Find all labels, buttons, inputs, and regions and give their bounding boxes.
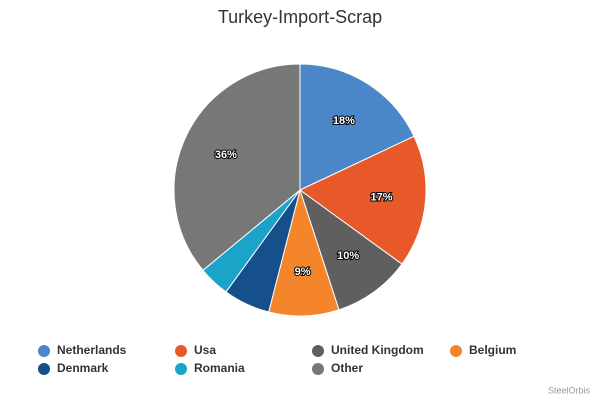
legend-label[interactable]: Usa [194,343,216,357]
legend-marker[interactable] [175,345,187,357]
pie-slice[interactable] [173,63,301,272]
legend-label[interactable]: Belgium [469,343,516,357]
legend-label[interactable]: Other [331,361,363,375]
pie-slice[interactable] [299,135,427,265]
legend-marker[interactable] [175,363,187,375]
legend-label[interactable]: Netherlands [57,343,127,357]
legend-label[interactable]: Romania [194,361,245,375]
legend-label[interactable]: Denmark [57,361,109,375]
legend-marker[interactable] [450,345,462,357]
legend-label[interactable]: United Kingdom [331,343,424,357]
legend-marker[interactable] [312,363,324,375]
slice-label: 10% [337,250,359,262]
legend-marker[interactable] [38,363,50,375]
slice-label: 17% [371,192,393,204]
legend-marker[interactable] [312,345,324,357]
pie-slice[interactable] [299,63,415,191]
chart-title: Turkey-Import-Scrap [218,7,382,27]
legend-marker[interactable] [38,345,50,357]
slice-label: 36% [215,149,237,161]
slice-label: 18% [333,115,355,127]
slice-label: 9% [295,266,311,278]
pie-slice[interactable] [299,188,403,311]
credit[interactable]: SteelOrbis [548,385,591,395]
